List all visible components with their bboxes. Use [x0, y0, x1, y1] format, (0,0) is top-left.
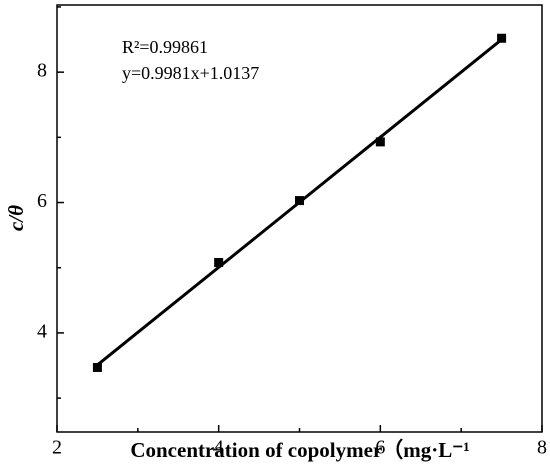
y-tick-label: 4	[37, 321, 47, 343]
data-point	[92, 362, 102, 372]
data-point	[375, 137, 385, 147]
x-axis-label: Concentration of copolymer（mg·L⁻¹	[130, 438, 469, 462]
data-point	[295, 196, 304, 206]
annotation: y=0.9981x+1.0137	[122, 63, 259, 83]
x-tick-label: 8	[537, 437, 547, 459]
x-tick-label: 4	[214, 437, 224, 459]
x-tick-label: 6	[375, 437, 385, 459]
data-point	[214, 258, 224, 268]
y-tick-label: 6	[37, 190, 47, 212]
y-tick-label: 8	[37, 60, 47, 82]
data-point	[497, 33, 507, 43]
annotation: R²=0.99861	[122, 37, 208, 57]
x-tick-label: 2	[52, 437, 62, 459]
y-axis-label: c/θ	[4, 205, 28, 231]
